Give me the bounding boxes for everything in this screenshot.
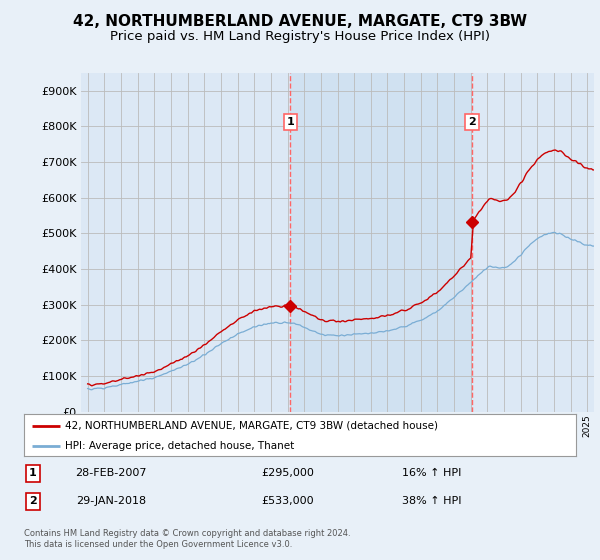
Text: £295,000: £295,000 bbox=[262, 468, 314, 478]
Text: 28-FEB-2007: 28-FEB-2007 bbox=[75, 468, 147, 478]
Text: 29-JAN-2018: 29-JAN-2018 bbox=[76, 496, 146, 506]
Text: 42, NORTHUMBERLAND AVENUE, MARGATE, CT9 3BW (detached house): 42, NORTHUMBERLAND AVENUE, MARGATE, CT9 … bbox=[65, 421, 439, 431]
Text: 38% ↑ HPI: 38% ↑ HPI bbox=[402, 496, 462, 506]
Text: HPI: Average price, detached house, Thanet: HPI: Average price, detached house, Than… bbox=[65, 441, 295, 451]
Bar bbox=[290, 73, 472, 412]
Text: Contains HM Land Registry data © Crown copyright and database right 2024.
This d: Contains HM Land Registry data © Crown c… bbox=[24, 529, 350, 549]
Text: 2: 2 bbox=[468, 117, 476, 127]
Text: Price paid vs. HM Land Registry's House Price Index (HPI): Price paid vs. HM Land Registry's House … bbox=[110, 30, 490, 43]
Text: 16% ↑ HPI: 16% ↑ HPI bbox=[403, 468, 461, 478]
Text: 1: 1 bbox=[29, 468, 37, 478]
Text: 42, NORTHUMBERLAND AVENUE, MARGATE, CT9 3BW: 42, NORTHUMBERLAND AVENUE, MARGATE, CT9 … bbox=[73, 14, 527, 29]
Text: 2: 2 bbox=[29, 496, 37, 506]
Text: 1: 1 bbox=[286, 117, 294, 127]
Text: £533,000: £533,000 bbox=[262, 496, 314, 506]
